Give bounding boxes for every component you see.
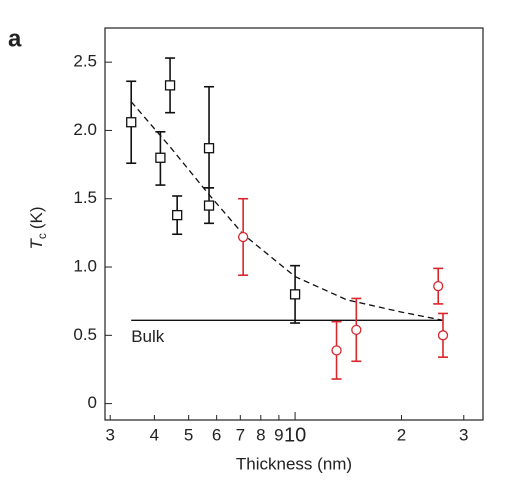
y-tick-label: 1.5 xyxy=(73,188,97,207)
marker xyxy=(237,231,249,243)
x-tick-label: 6 xyxy=(212,425,221,444)
marker xyxy=(126,117,137,128)
x-tick-label: 10 xyxy=(284,424,306,446)
y-tick-label: 2.5 xyxy=(73,52,97,71)
x-tick-label: 3 xyxy=(459,425,468,444)
y-axis-label: Tc (K) xyxy=(27,206,49,249)
x-tick-label: 4 xyxy=(150,425,159,444)
x-tick-label: 9 xyxy=(274,425,283,444)
panel-label: a xyxy=(8,25,22,52)
y-label-unit: (K) xyxy=(27,206,46,229)
fit-curve xyxy=(130,101,444,321)
plot-frame xyxy=(104,27,484,421)
x-tick-label: 3 xyxy=(105,425,114,444)
marker xyxy=(433,280,444,292)
marker xyxy=(164,80,176,91)
marker xyxy=(289,289,301,300)
y-tick-label: 2.0 xyxy=(73,120,97,139)
marker xyxy=(172,209,183,221)
marker xyxy=(203,200,215,211)
x-tick-label: 8 xyxy=(256,425,265,444)
marker xyxy=(351,324,362,336)
y-label-main: T xyxy=(27,238,46,250)
y-tick-label: 1.0 xyxy=(73,257,97,276)
y-tick-label: 0 xyxy=(88,393,97,412)
x-tick-label: 2 xyxy=(397,425,406,444)
marker xyxy=(203,143,215,154)
marker xyxy=(437,330,449,341)
x-axis-label: Thickness (nm) xyxy=(236,454,352,473)
y-label-sub: c xyxy=(35,233,49,239)
x-tick-label: 7 xyxy=(236,425,245,444)
y-tick-label: 0.5 xyxy=(73,325,97,344)
marker xyxy=(155,152,166,163)
marker xyxy=(331,345,342,356)
bulk-label: Bulk xyxy=(131,327,165,346)
x-tick-label: 5 xyxy=(184,425,193,444)
